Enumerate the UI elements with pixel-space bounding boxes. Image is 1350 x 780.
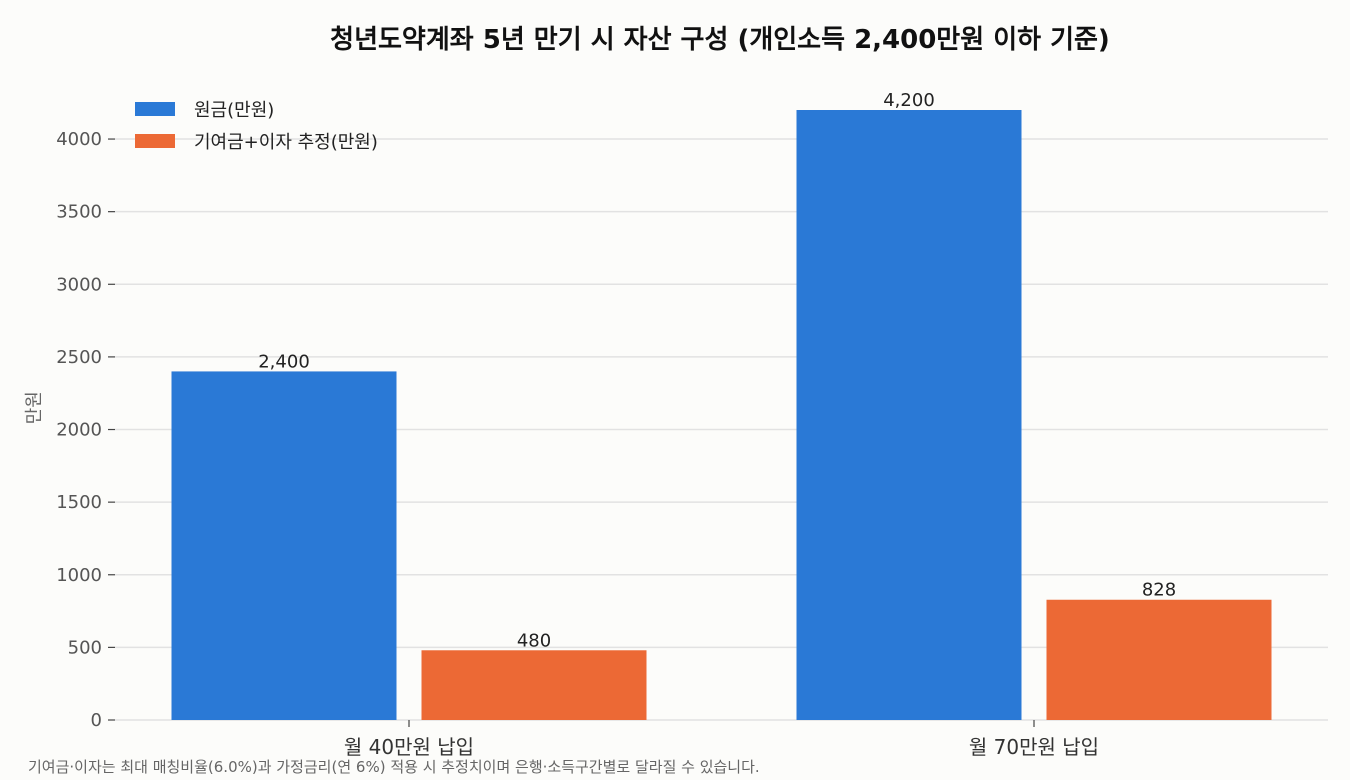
bar — [171, 371, 397, 720]
y-tick-label: 500 — [68, 637, 102, 658]
bar — [421, 650, 647, 720]
data-label: 4,200 — [883, 90, 935, 111]
legend-label-contribution: 기여금+이자 추정(만원) — [194, 132, 378, 153]
y-tick-label: 2500 — [56, 347, 102, 368]
y-axis: 0 500 1000 1500 2000 2500 3000 3500 4000 — [56, 129, 115, 731]
x-tick-label: 월 70만원 납입 — [969, 735, 1099, 759]
footnote: 기여금·이자는 최대 매칭비율(6.0%)과 가정금리(연 6%) 적용 시 추… — [28, 758, 760, 776]
bar — [796, 110, 1022, 720]
x-axis: 월 40만원 납입 월 70만원 납입 — [344, 720, 1099, 759]
y-tick-label: 3000 — [56, 274, 102, 295]
y-tick-label: 1000 — [56, 565, 102, 586]
x-tick-label: 월 40만원 납입 — [344, 735, 474, 759]
legend: 원금(만원) 기여금+이자 추정(만원) — [135, 100, 378, 153]
legend-swatch-principal — [135, 102, 175, 116]
y-axis-label: 만원 — [24, 391, 45, 424]
y-tick-label: 0 — [91, 710, 102, 731]
y-tick-label: 4000 — [56, 129, 102, 150]
chart-title: 청년도약계좌 5년 만기 시 자산 구성 (개인소득 2,400만원 이하 기준… — [330, 25, 1110, 55]
bar — [1046, 599, 1272, 720]
data-label: 480 — [517, 630, 551, 651]
data-label: 2,400 — [258, 351, 310, 372]
y-tick-label: 2000 — [56, 420, 102, 441]
y-tick-label: 3500 — [56, 202, 102, 223]
y-tick-label: 1500 — [56, 492, 102, 513]
legend-swatch-contribution — [135, 134, 175, 148]
data-label: 828 — [1142, 580, 1176, 601]
legend-label-principal: 원금(만원) — [194, 100, 274, 121]
bars: 2,400 4,200 480 828 — [171, 90, 1272, 720]
